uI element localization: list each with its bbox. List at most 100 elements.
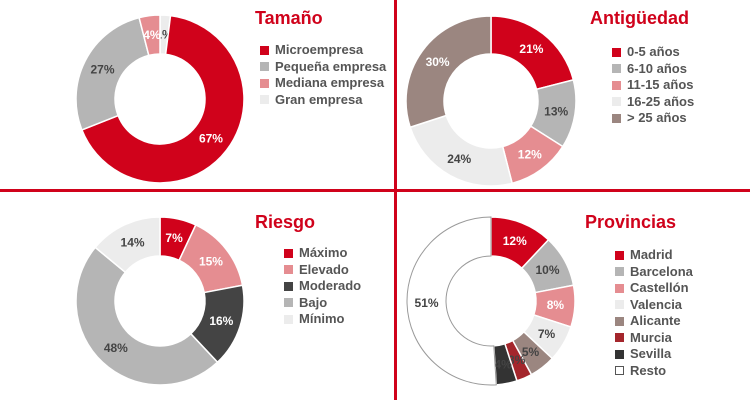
legend-label: Bajo — [299, 294, 328, 310]
panel-antiguedad: Antigüedad 21% 13% 12% 24% 30% 0-5 años 6-10 añ… — [375, 0, 750, 200]
slice-label-pequena-empresa: 27% — [91, 63, 115, 77]
slice-pequena-empresa — [75, 16, 150, 131]
slice-microempresa — [80, 14, 245, 184]
legend-item-resto: Resto — [615, 363, 693, 380]
legend-label: Castellón — [630, 280, 689, 295]
legend-item-gran-empresa: Gran empresa — [260, 92, 386, 109]
legend-label: Sevilla — [630, 346, 672, 361]
legend-item-maximo: Máximo — [284, 245, 361, 262]
slice-label-0-5-anos: 21% — [519, 42, 543, 56]
slice-label-alicante: 5% — [522, 345, 540, 359]
legend-swatch — [612, 113, 621, 123]
slice-bajo — [75, 246, 219, 386]
legend-item-16-25-anos: 16-25 años — [612, 94, 694, 111]
legend-swatch — [284, 298, 293, 308]
slice-label-castellon: 8% — [547, 298, 565, 312]
donut-chart: 7% 15% 16% 48% 14% — [75, 216, 245, 386]
slice-label-elevado: 15% — [199, 254, 223, 268]
legend-swatch — [612, 64, 621, 74]
legend-item-madrid: Madrid — [615, 247, 693, 264]
legend-swatch — [612, 47, 621, 57]
legend-swatch — [260, 95, 269, 105]
panel-riesgo: Riesgo 7% 15% 16% 48% 14% Máximo Elevado Moderad… — [0, 200, 375, 400]
legend-swatch — [284, 314, 293, 324]
legend-swatch — [615, 300, 624, 310]
legend-label: Microempresa — [275, 42, 364, 57]
slice-label-11-15-anos: 12% — [518, 147, 542, 161]
legend-item-mediana-empresa: Mediana empresa — [260, 75, 386, 92]
chart-title: Antigüedad — [590, 8, 689, 28]
legend-label: 11-15 años — [627, 77, 694, 92]
legend-item-0-5-anos: 0-5 años — [612, 44, 694, 61]
slice-label-valencia: 7% — [538, 327, 556, 341]
legend-swatch — [615, 366, 624, 376]
legend-label: Madrid — [630, 247, 673, 262]
legend-item-pequena-empresa: Pequeña empresa — [260, 59, 386, 76]
legend-swatch — [260, 45, 269, 55]
legend-label: Moderado — [299, 278, 362, 293]
slice-label-bajo: 48% — [104, 341, 128, 355]
legend-swatch — [612, 97, 621, 107]
donut-chart: 1%67%27%4% — [75, 14, 245, 184]
legend-swatch — [615, 283, 624, 293]
slice-label-sevilla: 4% — [494, 357, 512, 371]
legend-label: Alicante — [630, 313, 681, 328]
slice-label-25-anos: 30% — [426, 55, 450, 69]
slice-label-6-10-anos: 13% — [544, 104, 568, 118]
horizontal-divider — [0, 189, 750, 192]
chart-title: Riesgo — [255, 212, 316, 232]
legend-item-sevilla: Sevilla — [615, 346, 693, 363]
legend-label: Gran empresa — [275, 91, 363, 107]
legend-label: Mínimo — [299, 311, 345, 326]
legend-swatch — [615, 333, 624, 343]
slice-25-anos — [405, 15, 492, 129]
legend-label: Elevado — [299, 261, 349, 277]
legend-item-alicante: Alicante — [615, 313, 693, 330]
legend-item-microempresa: Microempresa — [260, 42, 386, 59]
slice-label-resto: 51% — [415, 296, 439, 310]
legend-item-minimo: Mínimo — [284, 311, 361, 328]
legend: 0-5 años 6-10 años 11-15 años 16-25 años > 2… — [612, 44, 694, 127]
legend-label: Mediana empresa — [275, 75, 385, 90]
legend-swatch — [260, 62, 269, 72]
slice-resto — [406, 216, 497, 386]
legend-swatch — [284, 265, 293, 275]
panel-tamano: Tamaño 1% 67% 27% 4% Microempresa Pequeña empr… — [0, 0, 386, 200]
legend-item-castellon: Castellón — [615, 280, 693, 297]
chart-title: Tamaño — [255, 8, 323, 28]
slice-label-barcelona: 10% — [536, 263, 560, 277]
legend-item-bajo: Bajo — [284, 295, 361, 312]
legend-item-6-10-anos: 6-10 años — [612, 61, 694, 78]
legend-swatch — [615, 267, 624, 277]
legend-label: Máximo — [299, 245, 348, 260]
legend-swatch — [284, 248, 293, 258]
chart-title: Provincias — [585, 212, 677, 232]
legend-swatch — [260, 78, 269, 88]
legend-label: 6-10 años — [627, 60, 687, 76]
vertical-divider — [394, 0, 397, 400]
legend-label: Resto — [630, 362, 667, 378]
donut-chart: 21% 13% 12% 24% 30% — [405, 15, 577, 187]
slice-mediana-empresa — [138, 14, 161, 57]
slice-label-maximo: 7% — [165, 231, 183, 245]
slice-label-moderado: 16% — [209, 314, 233, 328]
legend-label: 16-25 años — [627, 93, 695, 109]
donut-chart: 12% 10% 8% 7% 5%3%4% 51% — [406, 216, 576, 386]
legend: Madrid Barcelona Castellón Valencia Alicante… — [615, 247, 693, 379]
legend-item-moderado: Moderado — [284, 278, 361, 295]
legend-item-elevado: Elevado — [284, 262, 361, 279]
legend-label: > 25 años — [627, 110, 687, 125]
legend-item-murcia: Murcia — [615, 330, 693, 347]
legend: Máximo Elevado Moderado Bajo Mínimo — [284, 245, 361, 328]
slice-label-minimo: 14% — [121, 236, 145, 250]
legend-swatch — [615, 349, 624, 359]
legend-label: 0-5 años — [627, 44, 680, 59]
legend: Microempresa Pequeña empresa Mediana empre… — [260, 42, 386, 108]
legend-label: Valencia — [630, 296, 683, 312]
legend-swatch — [612, 80, 621, 90]
legend-label: Pequeña empresa — [275, 58, 387, 74]
legend-item-valencia: Valencia — [615, 297, 693, 314]
slice-label-madrid: 12% — [503, 234, 527, 248]
panel-provincias: Provincias 12% 10% 8% 7% 5% 3% 4% 51% Madrid Barce… — [375, 200, 750, 400]
